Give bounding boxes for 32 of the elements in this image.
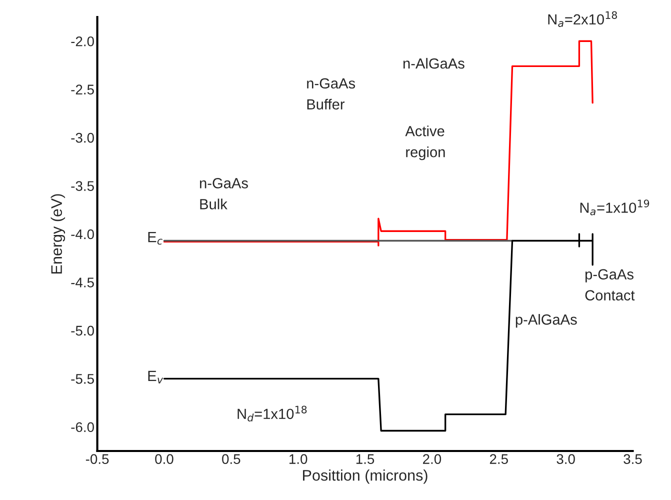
y-tick-label: -2.5 <box>71 84 94 95</box>
line-series <box>163 40 594 246</box>
x-tick-label: 0.5 <box>222 454 240 464</box>
x-tick-label: 3.0 <box>556 454 575 464</box>
annotation: N$_{a}$=2x10$^{18}$ <box>548 11 617 27</box>
x-axis-title: Posittion (microns) <box>303 470 428 484</box>
x-tick-label: 2.0 <box>423 454 442 464</box>
annotation: p-AlGaAs <box>516 314 577 328</box>
annotation: N$_{a}$=1x10$^{19}$ <box>580 200 650 216</box>
annotation: E$_{v}$ <box>148 370 164 384</box>
x-tick-label: 1.5 <box>356 454 374 464</box>
x-tick-label: 1.0 <box>290 454 308 464</box>
annotation: E$_{c}$ <box>148 232 162 245</box>
annotation: n-GaAs Bulk <box>200 178 248 210</box>
x-tick-label: 0.0 <box>155 454 174 464</box>
annotation: n-AlGaAs <box>403 58 464 69</box>
y-tick-label: -5.0 <box>71 326 94 336</box>
x-tick-label: 2.5 <box>490 454 508 464</box>
y-axis-title: Energy (eV) <box>50 194 66 274</box>
y-tick-label: -3.5 <box>71 181 94 191</box>
annotation: p-GaAs Contact <box>585 269 635 300</box>
y-tick-label: -6.0 <box>71 422 94 432</box>
y-tick-label: -5.5 <box>71 374 94 384</box>
y-tick-label: -3.0 <box>71 132 94 143</box>
y-tick-label: -4.5 <box>71 278 94 288</box>
annotation: n-GaAs Buffer <box>307 78 356 110</box>
annotation: N$_{d}$=1x10$^{18}$ <box>238 406 307 422</box>
x-tick-label: 3.5 <box>624 454 642 464</box>
y-tick-label: -4.0 <box>71 229 94 240</box>
x-tick-label: -0.5 <box>86 454 109 464</box>
annotation: Active region <box>405 126 445 160</box>
y-tick-label: -2.0 <box>71 36 94 46</box>
